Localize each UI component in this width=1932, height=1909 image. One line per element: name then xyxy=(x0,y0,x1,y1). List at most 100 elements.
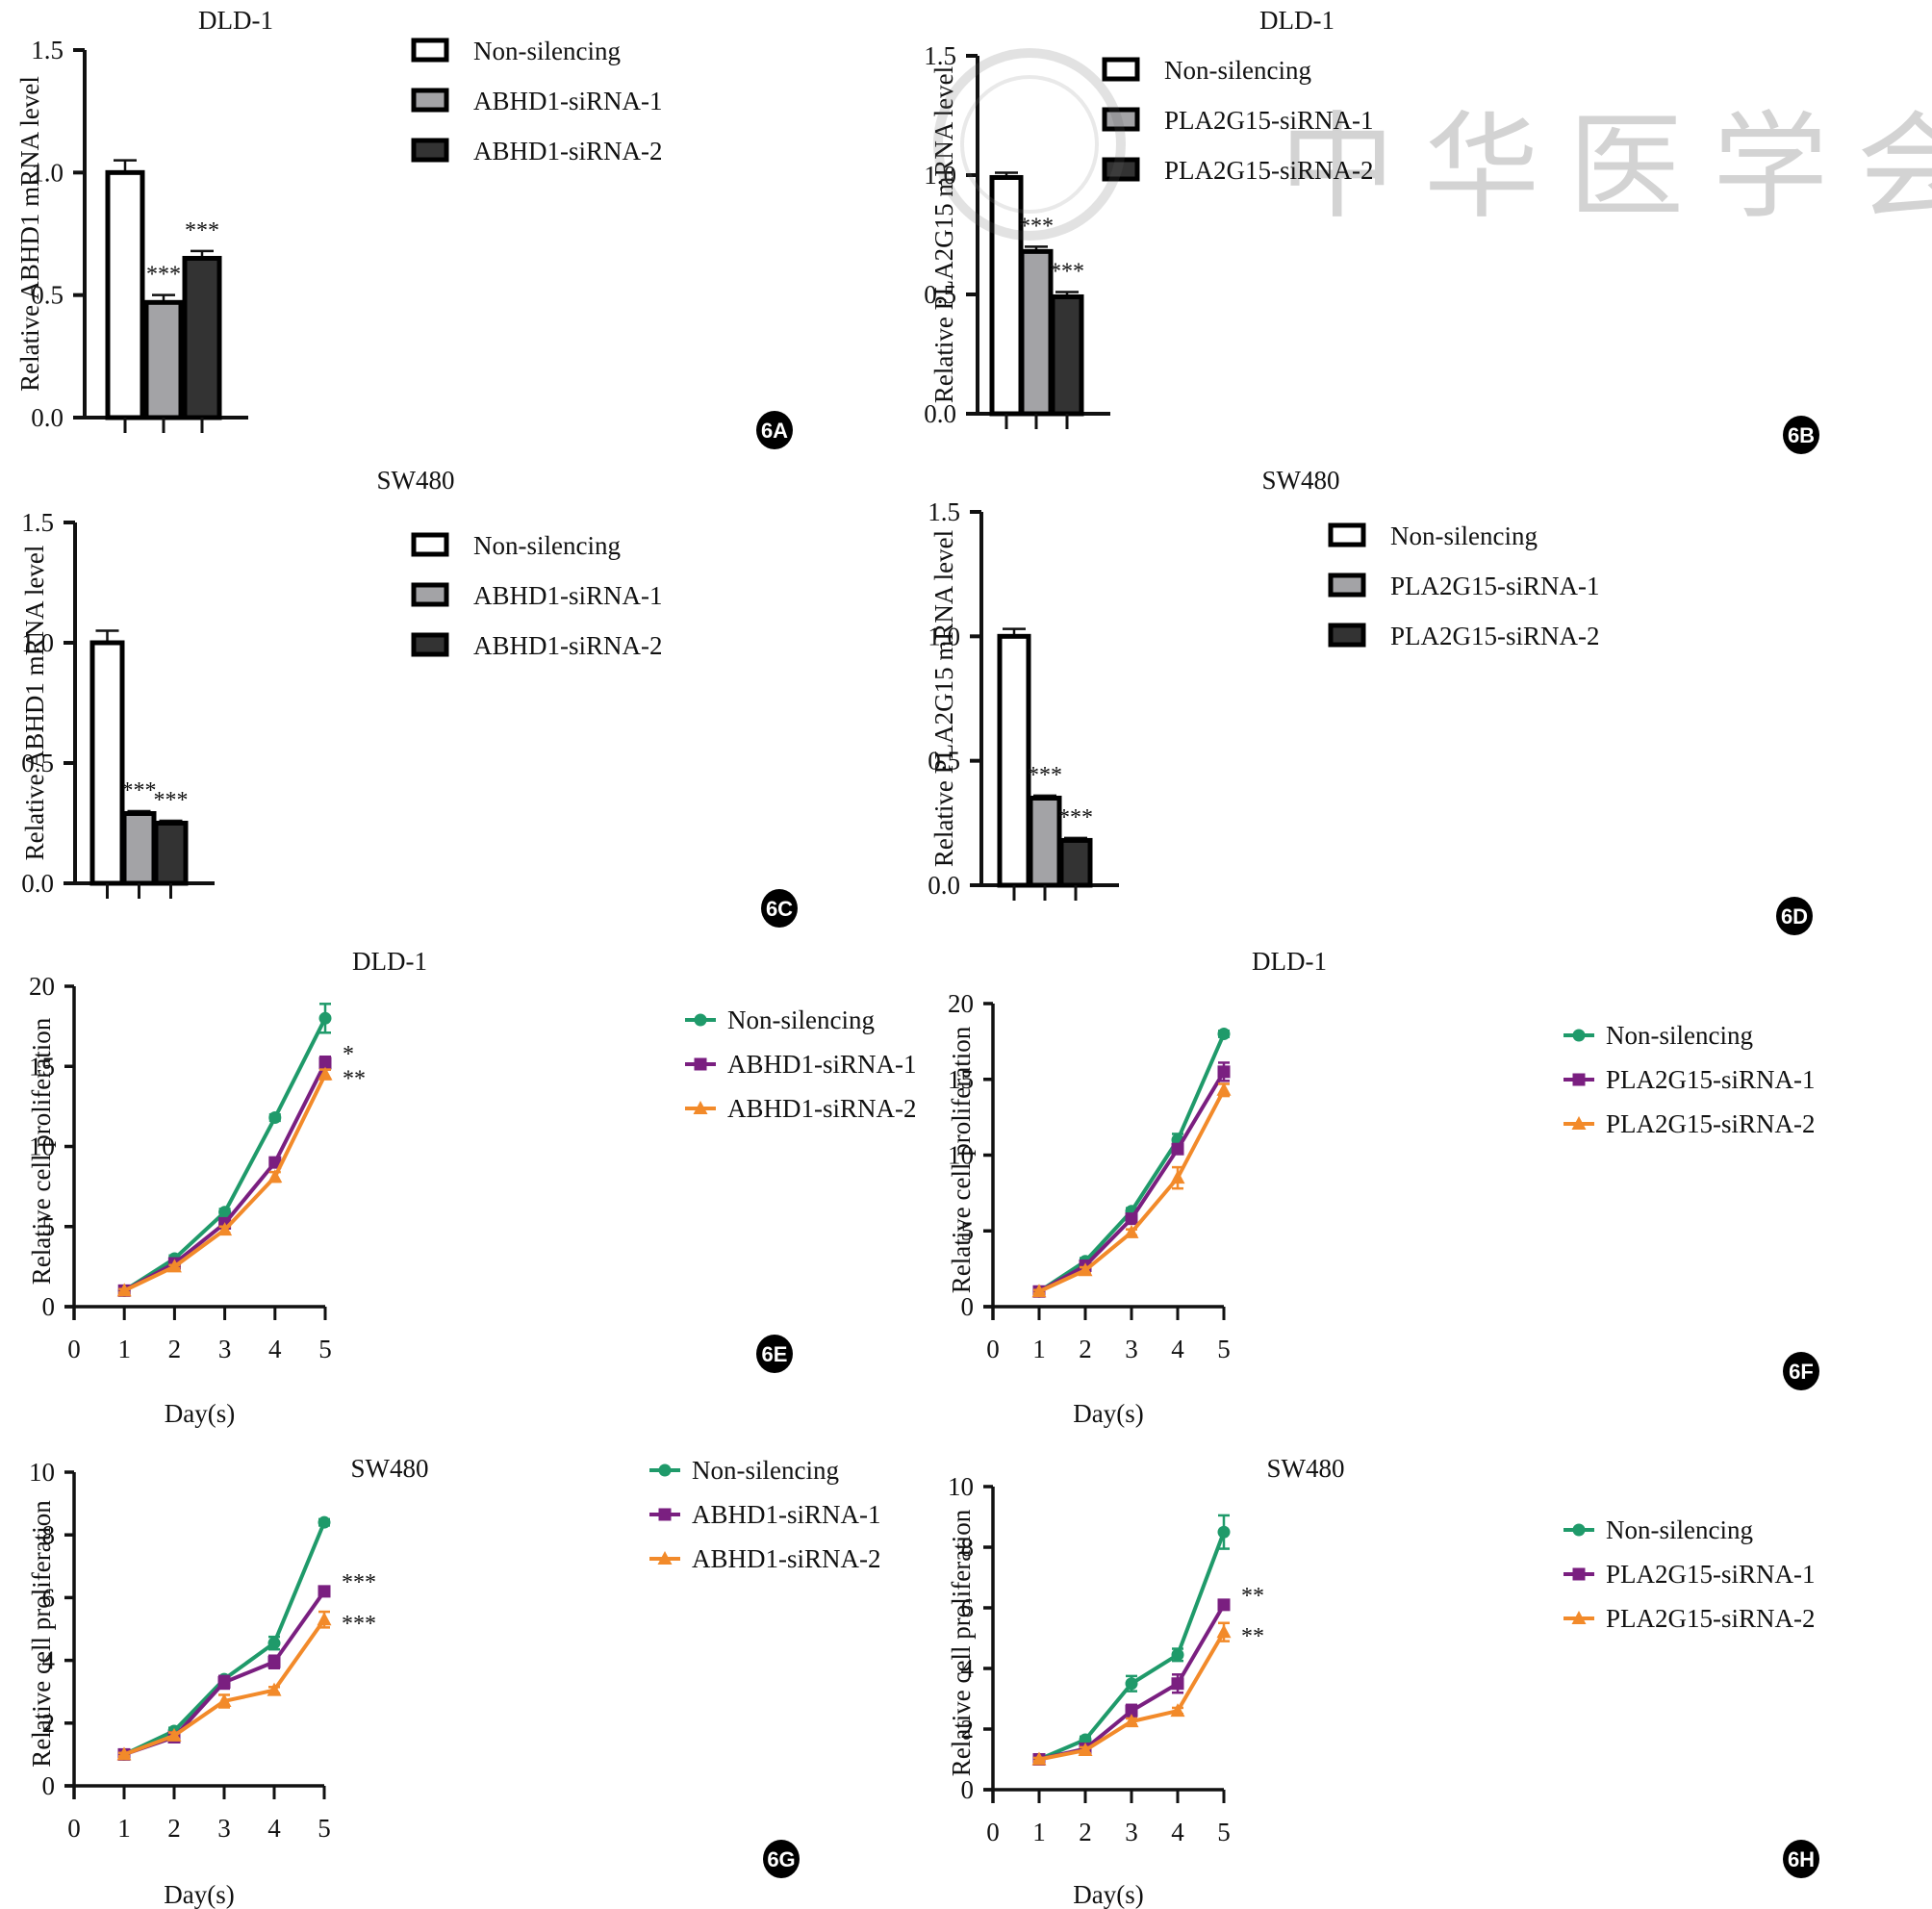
significance-marker: *** xyxy=(1019,214,1054,239)
y-tick-label: 0.5 xyxy=(924,280,956,309)
significance-marker: *** xyxy=(146,263,181,288)
y-tick-label: 1.5 xyxy=(31,36,64,64)
data-point-triangle xyxy=(1124,1224,1139,1238)
significance-marker: *** xyxy=(342,1570,376,1595)
data-point-circle xyxy=(218,1206,232,1219)
significance-marker: ** xyxy=(1241,1624,1264,1649)
bar-2 xyxy=(121,811,157,886)
x-tick-label: 1 xyxy=(1032,1335,1046,1363)
legend-swatch-2 xyxy=(411,88,449,113)
chart-title: SW480 xyxy=(351,1454,429,1483)
series-line-1 xyxy=(1037,1032,1226,1293)
data-point-triangle xyxy=(318,1066,333,1081)
legend-label: PLA2G15-siRNA-1 xyxy=(1390,572,1600,600)
x-tick-label: 0 xyxy=(67,1335,81,1363)
data-point-square xyxy=(1125,1212,1138,1226)
y-tick-label: 8 xyxy=(961,1533,975,1562)
y-tick-label: 1.0 xyxy=(21,628,54,657)
y-tick-label: 0.0 xyxy=(21,869,54,898)
data-point-circle xyxy=(268,1111,282,1125)
legend-label: Non-silencing xyxy=(473,37,621,65)
legend-label: PLA2G15-siRNA-2 xyxy=(1606,1604,1816,1633)
x-tick-label: 3 xyxy=(1125,1818,1138,1846)
legend-label: PLA2G15-siRNA-1 xyxy=(1606,1065,1816,1094)
x-tick-label: 1 xyxy=(117,1335,131,1363)
legend-label: ABHD1-siRNA-2 xyxy=(473,137,663,165)
panel-label-badge xyxy=(756,411,793,449)
data-point-square xyxy=(1171,1677,1184,1691)
y-tick-label: 6 xyxy=(961,1593,975,1622)
bar-2 xyxy=(1028,795,1062,888)
data-point-square xyxy=(1217,1598,1231,1612)
y-axis-label: Relative PLA2G15 mRNA level xyxy=(929,66,958,403)
y-tick-label: 4 xyxy=(961,1654,975,1683)
bar-3 xyxy=(1050,293,1084,417)
y-tick-label: 1.0 xyxy=(924,161,956,190)
y-tick-label: 1.5 xyxy=(924,41,956,70)
legend-marker-square xyxy=(658,1508,672,1521)
legend-swatch-2 xyxy=(1328,573,1366,598)
y-tick-label: 6 xyxy=(42,1583,56,1612)
y-axis-label: Relative cell proliferation xyxy=(947,1509,976,1776)
legend-label: ABHD1-siRNA-1 xyxy=(473,581,663,610)
y-tick-label: 0 xyxy=(42,1771,56,1800)
y-tick-label: 0 xyxy=(42,1292,56,1321)
data-point-triangle xyxy=(1170,1170,1185,1184)
legend-label: ABHD1-siRNA-2 xyxy=(692,1544,881,1573)
legend-marker-square xyxy=(1572,1073,1586,1086)
y-axis-label: Relative cell proliferation xyxy=(27,1500,56,1768)
x-tick-label: 4 xyxy=(1171,1818,1184,1846)
data-point-square xyxy=(1125,1704,1138,1718)
y-tick-label: 0.0 xyxy=(31,403,64,432)
bar-3 xyxy=(153,821,189,886)
legend-swatch-1 xyxy=(1328,522,1366,547)
y-tick-label: 1.0 xyxy=(928,622,960,650)
significance-marker: *** xyxy=(122,778,157,803)
x-tick-label: 0 xyxy=(986,1818,1000,1846)
legend-label: ABHD1-siRNA-1 xyxy=(692,1500,881,1529)
legend-label: ABHD1-siRNA-2 xyxy=(727,1094,917,1123)
legend-label: Non-silencing xyxy=(473,531,621,560)
y-tick-label: 1.5 xyxy=(928,497,960,526)
data-point-circle xyxy=(1217,1028,1231,1040)
x-tick-label: 4 xyxy=(267,1814,281,1843)
chart-title: SW480 xyxy=(1267,1454,1345,1483)
x-tick-label: 2 xyxy=(167,1814,181,1843)
y-tick-label: 1.5 xyxy=(21,508,54,537)
data-point-triangle xyxy=(166,1259,182,1273)
data-point-circle xyxy=(1217,1525,1231,1539)
series-line-1 xyxy=(123,1521,326,1757)
x-tick-label: 5 xyxy=(318,1814,331,1843)
bar-2 xyxy=(1019,248,1054,417)
y-tick-label: 0.5 xyxy=(21,749,54,777)
legend-label: Non-silencing xyxy=(727,1005,875,1034)
significance-marker: ** xyxy=(343,1067,366,1092)
y-axis-label: Relative cell proliferation xyxy=(947,1026,976,1293)
data-point-triangle xyxy=(116,1746,132,1761)
data-point-triangle xyxy=(1031,1284,1047,1298)
significance-marker: *** xyxy=(1050,260,1084,285)
bar-3 xyxy=(182,255,222,420)
x-axis-label: Day(s) xyxy=(165,1399,235,1428)
legend-label: PLA2G15-siRNA-1 xyxy=(1164,106,1374,135)
panel-label-badge xyxy=(1783,1352,1819,1390)
significance-marker: *** xyxy=(154,788,189,813)
panel-label-text: 6E xyxy=(762,1342,788,1366)
data-point-square xyxy=(318,1585,331,1598)
x-tick-label: 2 xyxy=(1079,1818,1092,1846)
panel-label-text: 6H xyxy=(1788,1847,1815,1871)
legend-swatch-3 xyxy=(1102,157,1140,182)
x-tick-label: 3 xyxy=(1125,1335,1138,1363)
legend-swatch-3 xyxy=(1328,623,1366,648)
x-tick-label: 3 xyxy=(218,1335,232,1363)
data-point-triangle xyxy=(216,1693,232,1707)
data-point-triangle xyxy=(217,1222,233,1236)
legend-label: PLA2G15-siRNA-2 xyxy=(1390,622,1600,650)
data-point-triangle xyxy=(1216,1082,1232,1096)
panel-label-text: 6B xyxy=(1788,423,1815,447)
data-point-square xyxy=(1171,1142,1184,1156)
x-tick-label: 0 xyxy=(986,1335,1000,1363)
y-tick-label: 2 xyxy=(961,1715,975,1744)
y-tick-label: 10 xyxy=(29,1458,55,1487)
